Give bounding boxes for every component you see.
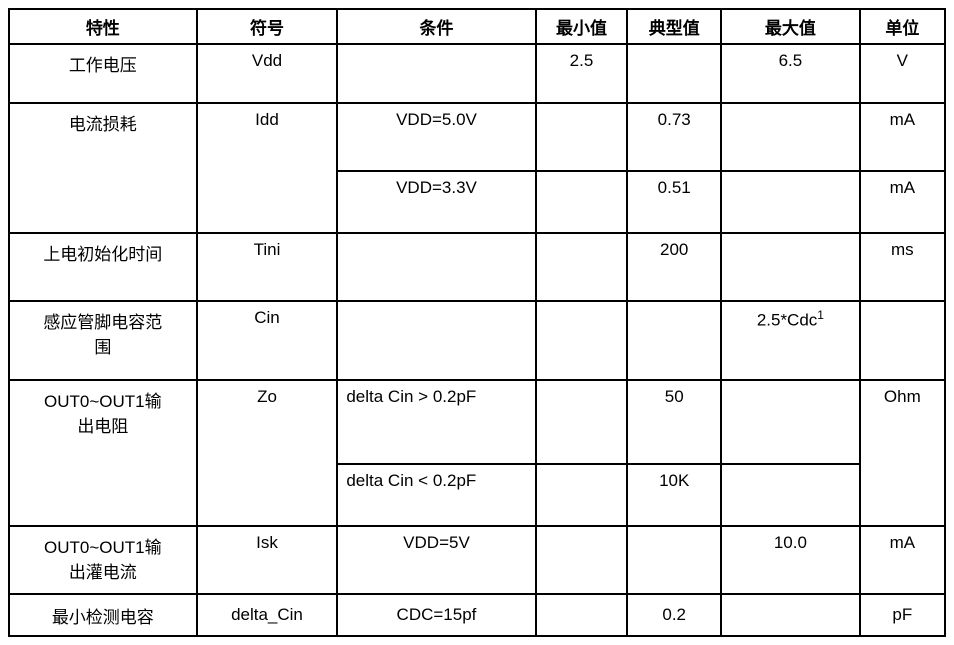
cell-min	[536, 103, 628, 171]
cell-max	[721, 171, 860, 233]
cell-typ	[627, 526, 721, 594]
col-header-symbol: 符号	[197, 9, 338, 44]
cell-cond: delta Cin > 0.2pF	[337, 380, 535, 464]
cell-unit: mA	[860, 526, 945, 594]
col-header-max: 最大值	[721, 9, 860, 44]
cell-min	[536, 380, 628, 464]
cell-cond: delta Cin < 0.2pF	[337, 464, 535, 526]
cell-max: 10.0	[721, 526, 860, 594]
cell-char: OUT0~OUT1输出灌电流	[9, 526, 197, 594]
cell-char: 感应管脚电容范围	[9, 301, 197, 380]
cell-char: 上电初始化时间	[9, 233, 197, 301]
cell-max: 6.5	[721, 44, 860, 103]
cell-min	[536, 526, 628, 594]
col-header-min: 最小值	[536, 9, 628, 44]
cell-typ: 0.73	[627, 103, 721, 171]
cell-symbol: Idd	[197, 103, 338, 233]
cell-char: 最小检测电容	[9, 594, 197, 636]
cell-typ: 200	[627, 233, 721, 301]
table-row: 上电初始化时间 Tini 200 ms	[9, 233, 945, 301]
table-header-row: 特性 符号 条件 最小值 典型值 最大值 单位	[9, 9, 945, 44]
cell-typ: 50	[627, 380, 721, 464]
cell-char-text: OUT0~OUT1输出灌电流	[44, 538, 162, 582]
spec-table: 特性 符号 条件 最小值 典型值 最大值 单位 工作电压 Vdd 2.5 6.5…	[8, 8, 946, 637]
cell-cond	[337, 301, 535, 380]
col-header-unit: 单位	[860, 9, 945, 44]
col-header-typ: 典型值	[627, 9, 721, 44]
cell-max	[721, 233, 860, 301]
cell-cond: VDD=5.0V	[337, 103, 535, 171]
cell-typ	[627, 44, 721, 103]
cell-max: 2.5*Cdc1	[721, 301, 860, 380]
cell-unit: V	[860, 44, 945, 103]
cell-symbol: delta_Cin	[197, 594, 338, 636]
cell-symbol: Cin	[197, 301, 338, 380]
cell-symbol: Tini	[197, 233, 338, 301]
cell-unit: ms	[860, 233, 945, 301]
cell-max-sup: 1	[817, 308, 824, 322]
col-header-characteristic: 特性	[9, 9, 197, 44]
cell-min: 2.5	[536, 44, 628, 103]
cell-cond: VDD=3.3V	[337, 171, 535, 233]
cell-min	[536, 233, 628, 301]
table-row: OUT0~OUT1输出电阻 Zo delta Cin > 0.2pF 50 Oh…	[9, 380, 945, 464]
cell-unit: mA	[860, 103, 945, 171]
cell-max	[721, 103, 860, 171]
cell-min	[536, 594, 628, 636]
cell-max	[721, 380, 860, 464]
cell-typ: 0.51	[627, 171, 721, 233]
cell-char: 电流损耗	[9, 103, 197, 233]
cell-unit: mA	[860, 171, 945, 233]
cell-unit: Ohm	[860, 380, 945, 526]
cell-max-text: 2.5*Cdc	[757, 311, 817, 330]
cell-unit	[860, 301, 945, 380]
col-header-condition: 条件	[337, 9, 535, 44]
cell-min	[536, 464, 628, 526]
cell-typ	[627, 301, 721, 380]
cell-symbol: Isk	[197, 526, 338, 594]
cell-char-text: 感应管脚电容范围	[43, 313, 162, 357]
cell-typ: 0.2	[627, 594, 721, 636]
cell-symbol: Zo	[197, 380, 338, 526]
cell-cond	[337, 44, 535, 103]
cell-min	[536, 301, 628, 380]
cell-min	[536, 171, 628, 233]
cell-max	[721, 464, 860, 526]
cell-cond: CDC=15pf	[337, 594, 535, 636]
cell-symbol: Vdd	[197, 44, 338, 103]
cell-cond	[337, 233, 535, 301]
table-row: OUT0~OUT1输出灌电流 Isk VDD=5V 10.0 mA	[9, 526, 945, 594]
table-row: 电流损耗 Idd VDD=5.0V 0.73 mA	[9, 103, 945, 171]
cell-char-text: OUT0~OUT1输出电阻	[44, 392, 162, 436]
table-row: 最小检测电容 delta_Cin CDC=15pf 0.2 pF	[9, 594, 945, 636]
cell-unit: pF	[860, 594, 945, 636]
cell-char: OUT0~OUT1输出电阻	[9, 380, 197, 526]
table-row: 感应管脚电容范围 Cin 2.5*Cdc1	[9, 301, 945, 380]
cell-cond: VDD=5V	[337, 526, 535, 594]
cell-char: 工作电压	[9, 44, 197, 103]
table-row: 工作电压 Vdd 2.5 6.5 V	[9, 44, 945, 103]
cell-typ: 10K	[627, 464, 721, 526]
cell-max	[721, 594, 860, 636]
